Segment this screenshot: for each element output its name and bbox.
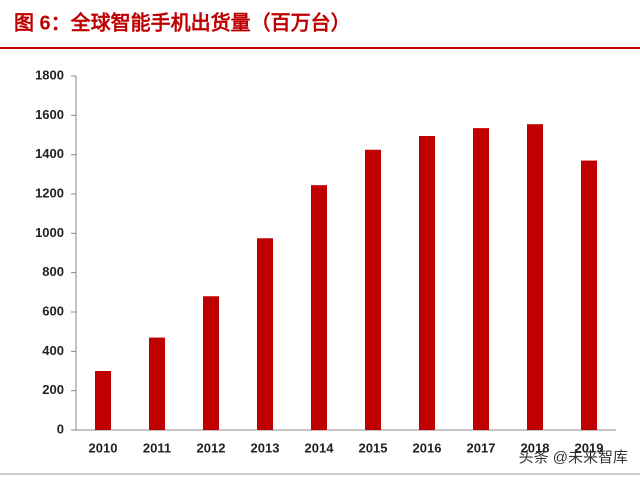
y-tick-label: 200	[42, 382, 64, 397]
x-tick-label: 2010	[89, 440, 118, 455]
bar	[419, 135, 435, 430]
watermark: 头条 @未来智库	[519, 448, 628, 466]
y-tick-label: 600	[42, 303, 64, 318]
x-tick-label: 2018	[521, 440, 550, 455]
x-tick-label: 2016	[413, 440, 442, 455]
bar	[365, 149, 381, 430]
y-tick-label: 1800	[35, 67, 64, 82]
x-tick-label: 2014	[305, 440, 335, 455]
x-tick-label: 2012	[197, 440, 226, 455]
x-tick-label: 2017	[467, 440, 496, 455]
x-tick-label: 2015	[359, 440, 388, 455]
x-tick-label: 2013	[251, 440, 280, 455]
bar	[203, 296, 219, 430]
y-tick-label: 1000	[35, 225, 64, 240]
x-tick-label: 2019	[575, 440, 604, 455]
bar	[95, 371, 111, 430]
bar	[527, 124, 543, 430]
y-tick-label: 1200	[35, 185, 64, 200]
y-tick-label: 800	[42, 264, 64, 279]
y-tick-label: 1400	[35, 146, 64, 161]
chart-title: 图 6：全球智能手机出货量（百万台）	[14, 10, 351, 34]
bar	[581, 160, 597, 431]
y-tick-label: 400	[42, 343, 64, 358]
bar	[473, 128, 489, 430]
y-tick-label: 1600	[35, 107, 64, 122]
x-tick-label: 2011	[143, 440, 171, 455]
bar	[149, 337, 165, 430]
bar	[257, 238, 273, 430]
bar	[311, 185, 327, 430]
y-tick-label: 0	[57, 421, 64, 436]
